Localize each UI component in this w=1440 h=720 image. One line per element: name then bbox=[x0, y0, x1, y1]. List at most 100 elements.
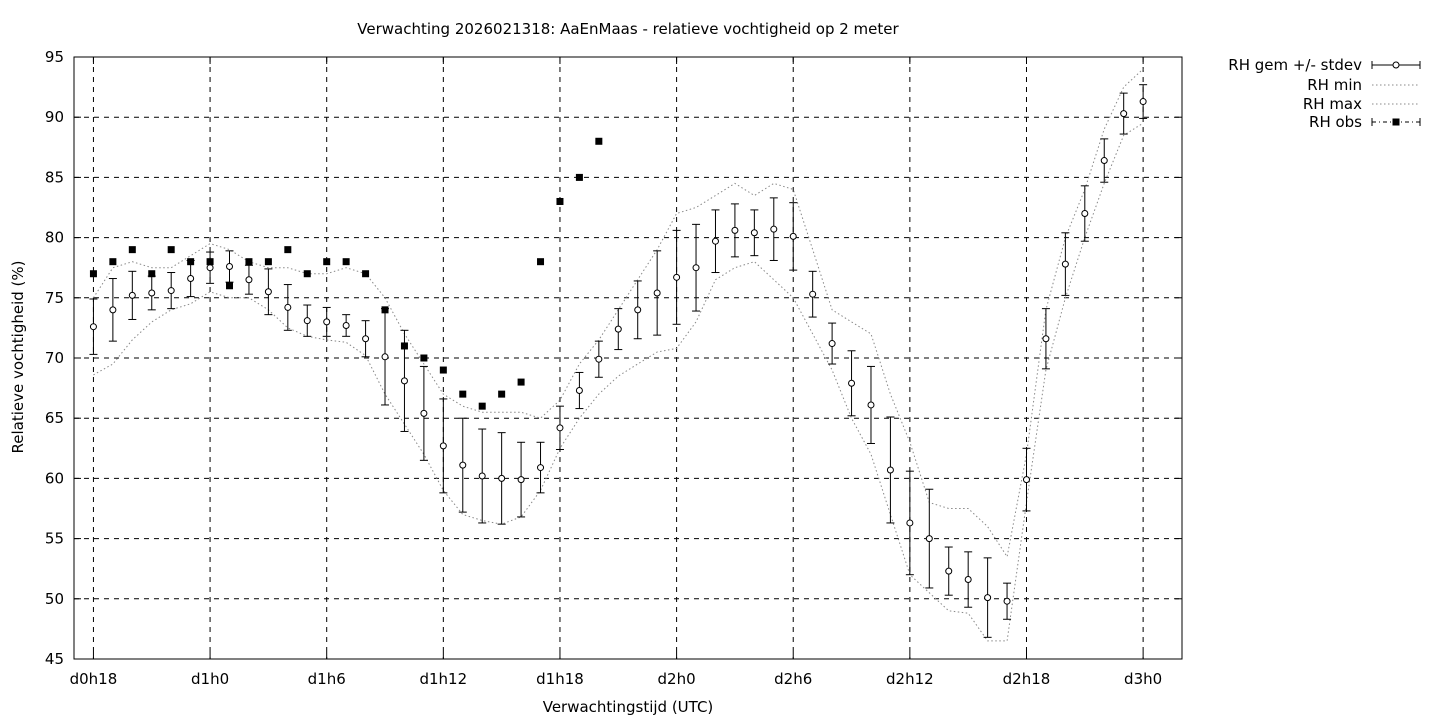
obs-point bbox=[128, 246, 136, 254]
obs-point bbox=[284, 246, 292, 254]
obs-point bbox=[342, 258, 350, 266]
x-tick-label: d1h6 bbox=[308, 670, 346, 688]
legend-label: RH min bbox=[1307, 76, 1362, 94]
x-tick-label: d2h0 bbox=[658, 670, 696, 688]
x-tick-label: d2h12 bbox=[886, 670, 934, 688]
errorbar-point bbox=[886, 416, 895, 524]
obs-point bbox=[517, 378, 525, 386]
y-tick-label: 85 bbox=[45, 168, 64, 186]
errorbar-point bbox=[478, 428, 487, 524]
errorbar-point bbox=[730, 203, 739, 258]
errorbar-point bbox=[108, 278, 117, 342]
y-tick-label: 80 bbox=[45, 229, 64, 247]
x-tick-label: d3h0 bbox=[1124, 670, 1162, 688]
errorbar-point bbox=[283, 284, 292, 331]
errorbar-point bbox=[225, 250, 234, 283]
x-tick-label: d2h18 bbox=[1003, 670, 1051, 688]
errorbar-point bbox=[692, 223, 701, 312]
obs-point bbox=[575, 173, 583, 181]
errorbar-point bbox=[653, 250, 662, 336]
errorbar-point bbox=[905, 470, 914, 576]
obs-point bbox=[187, 258, 195, 266]
obs-point bbox=[537, 258, 545, 266]
x-axis-label: Verwachtingstijd (UTC) bbox=[543, 698, 714, 716]
errorbar-point bbox=[536, 441, 545, 494]
obs-point bbox=[303, 270, 311, 278]
x-tick-label: d1h12 bbox=[419, 670, 467, 688]
series-line-rh-min bbox=[93, 122, 1144, 642]
obs-point bbox=[109, 258, 117, 266]
errorbar-point bbox=[925, 488, 934, 589]
errorbar-point bbox=[847, 350, 856, 417]
errorbar-point bbox=[575, 371, 584, 410]
y-tick-label: 65 bbox=[45, 409, 64, 427]
legend-sample-obs bbox=[1371, 118, 1421, 126]
errorbar-point bbox=[342, 314, 351, 337]
errorbar-point bbox=[672, 229, 681, 325]
errorbar-point bbox=[1119, 92, 1128, 135]
errorbar-point bbox=[1080, 185, 1089, 242]
legend-label: RH gem +/- stdev bbox=[1228, 56, 1362, 74]
errorbar-point bbox=[1022, 447, 1031, 512]
errorbar-point bbox=[147, 275, 156, 311]
axis-ticks: 45 50 55 60 65 70 75 80 85 90 95 d0h18 d1h0 d1h6 d1h12… bbox=[45, 48, 1182, 688]
obs-point bbox=[148, 270, 156, 278]
errorbar-point bbox=[167, 272, 176, 310]
errorbar-point bbox=[964, 551, 973, 608]
errorbar-point bbox=[789, 202, 798, 271]
errorbar-point bbox=[555, 405, 564, 451]
errorbar-point bbox=[614, 308, 623, 351]
x-tick-label: d1h0 bbox=[191, 670, 229, 688]
errorbar-point bbox=[633, 280, 642, 340]
obs-point bbox=[89, 270, 97, 278]
errorbar-point bbox=[983, 557, 992, 638]
errorbar-point bbox=[128, 270, 137, 320]
errorbar-point bbox=[206, 251, 215, 284]
legend-label: RH obs bbox=[1309, 113, 1362, 131]
x-tick-label: d1h18 bbox=[536, 670, 584, 688]
errorbar-point bbox=[186, 259, 195, 298]
errorbar-point bbox=[303, 304, 312, 337]
errorbar-point bbox=[244, 264, 253, 295]
obs-point bbox=[478, 402, 486, 410]
obs-point bbox=[362, 270, 370, 278]
errorbar-point bbox=[1041, 308, 1050, 370]
errorbar-point bbox=[322, 306, 331, 337]
x-tick-label: d0h18 bbox=[70, 670, 118, 688]
y-tick-label: 75 bbox=[45, 289, 64, 307]
errorbar-point bbox=[439, 398, 448, 494]
errorbar-point bbox=[828, 322, 837, 365]
legend-label: RH max bbox=[1303, 95, 1362, 113]
obs-point bbox=[556, 197, 564, 205]
obs-point bbox=[498, 390, 506, 398]
obs-point bbox=[264, 258, 272, 266]
errorbar-point bbox=[89, 298, 98, 355]
grid bbox=[74, 57, 1182, 659]
errorbar-point bbox=[769, 197, 778, 261]
errorbar-point bbox=[944, 546, 953, 596]
errorbar-point bbox=[419, 365, 428, 461]
errorbar-point bbox=[594, 340, 603, 378]
y-tick-label: 50 bbox=[45, 590, 64, 608]
obs-point bbox=[206, 258, 214, 266]
errorbar-point bbox=[808, 270, 817, 318]
series-group bbox=[89, 68, 1148, 642]
y-tick-label: 70 bbox=[45, 349, 64, 367]
obs-point bbox=[245, 258, 253, 266]
y-tick-label: 45 bbox=[45, 650, 64, 668]
errorbar-point bbox=[1003, 582, 1012, 620]
obs-point bbox=[459, 390, 467, 398]
obs-point bbox=[439, 366, 447, 374]
errorbar-point bbox=[458, 417, 467, 513]
errorbar-point bbox=[750, 209, 759, 257]
errorbar-point bbox=[1100, 138, 1109, 183]
obs-point bbox=[400, 342, 408, 350]
errorbar-point bbox=[361, 320, 370, 358]
legend-sample-errorbar bbox=[1371, 61, 1421, 69]
y-axis-label: Relatieve vochtigheid (%) bbox=[9, 260, 27, 453]
obs-point bbox=[167, 246, 175, 254]
errorbar-point bbox=[264, 268, 273, 316]
errorbar-point bbox=[711, 209, 720, 274]
